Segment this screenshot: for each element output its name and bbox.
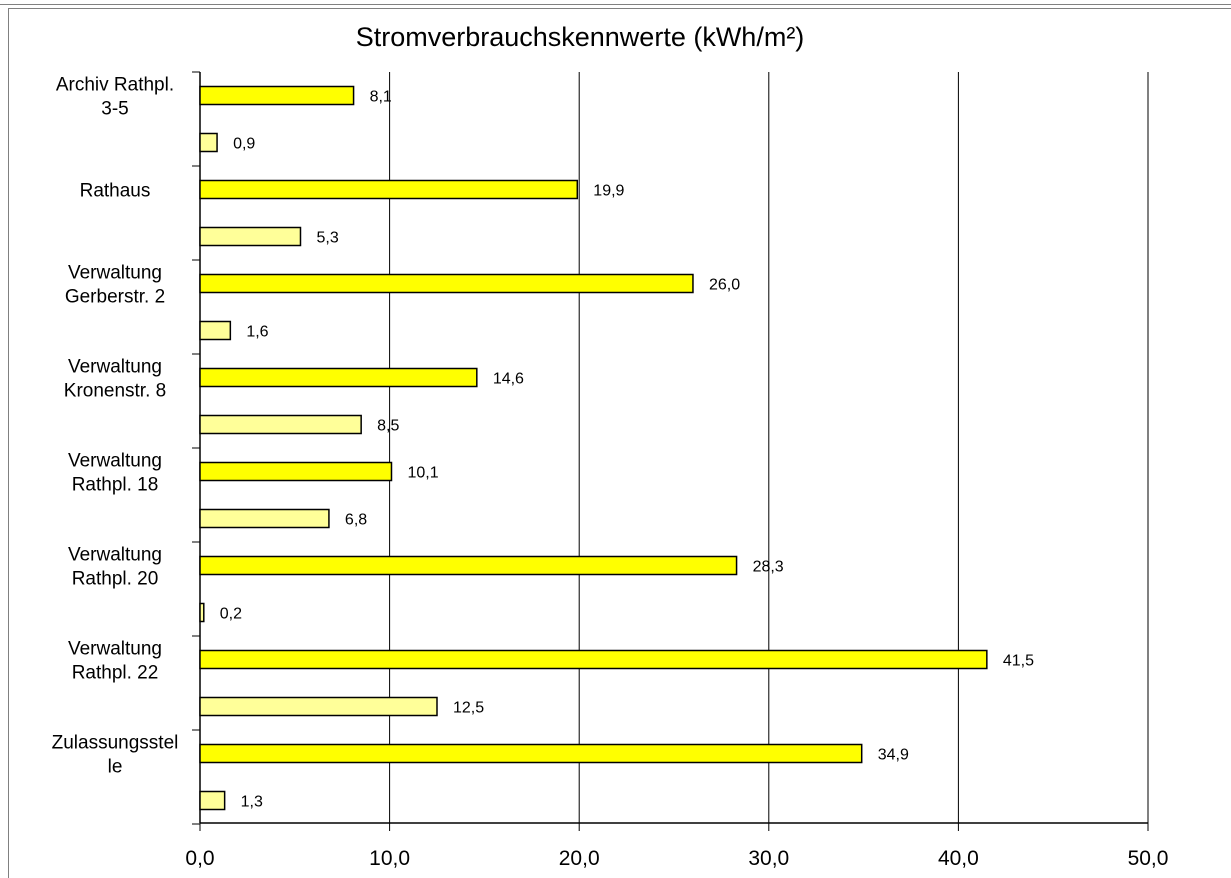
data-label: 0,2 [220, 606, 242, 623]
bar [199, 367, 478, 388]
data-label: 0,9 [233, 136, 255, 153]
bar [199, 555, 738, 576]
category-label: Verwaltung [68, 263, 162, 284]
data-label: 6,8 [345, 512, 367, 529]
bar [199, 790, 226, 811]
category-label: Kronenstr. 8 [64, 381, 166, 402]
x-tick-label: 30,0 [748, 847, 789, 870]
category-label: Verwaltung [68, 639, 162, 660]
category-label: Zulassungsstel [52, 733, 179, 754]
data-label: 1,3 [241, 794, 263, 811]
category-label: Rathpl. 20 [72, 569, 159, 590]
bar [199, 461, 393, 482]
category-label: Rathpl. 22 [72, 663, 159, 684]
category-label: le [108, 757, 123, 778]
x-tick-label: 0,0 [185, 847, 214, 870]
category-label: Verwaltung [68, 545, 162, 566]
chart-title: Stromverbrauchskennwerte (kWh/m²) [355, 22, 805, 52]
data-label: 26,0 [709, 277, 740, 294]
data-label: 12,5 [453, 700, 484, 717]
bar [199, 743, 863, 764]
data-label: 8,5 [377, 418, 399, 435]
category-label: 3-5 [101, 99, 128, 120]
bar [199, 508, 330, 529]
data-label: 5,3 [316, 230, 338, 247]
bar [199, 273, 694, 294]
category-label: Gerberstr. 2 [65, 287, 165, 308]
category-label: Verwaltung [68, 451, 162, 472]
bar [199, 414, 362, 435]
bar [199, 320, 232, 341]
data-label: 1,6 [246, 324, 268, 341]
category-label: Verwaltung [68, 357, 162, 378]
bar [199, 696, 438, 717]
data-label: 10,1 [407, 465, 438, 482]
x-tick-label: 20,0 [559, 847, 600, 870]
chart-frame [8, 8, 1231, 878]
bar [199, 602, 205, 623]
bar [199, 179, 579, 200]
bar [199, 649, 988, 670]
data-label: 41,5 [1003, 653, 1034, 670]
bar [199, 226, 302, 247]
category-label: Rathaus [80, 181, 151, 202]
data-label: 34,9 [878, 747, 909, 764]
x-tick-label: 10,0 [369, 847, 410, 870]
bar [199, 85, 355, 106]
bar [199, 132, 218, 153]
data-label: 8,1 [370, 89, 392, 106]
data-label: 19,9 [593, 183, 624, 200]
data-label: 28,3 [753, 559, 784, 576]
data-label: 14,6 [493, 371, 524, 388]
category-label: Archiv Rathpl. [56, 75, 174, 96]
frame-top-line [0, 4, 1231, 5]
x-tick-label: 50,0 [1128, 847, 1169, 870]
category-label: Rathpl. 18 [72, 475, 159, 496]
x-tick-label: 40,0 [938, 847, 979, 870]
